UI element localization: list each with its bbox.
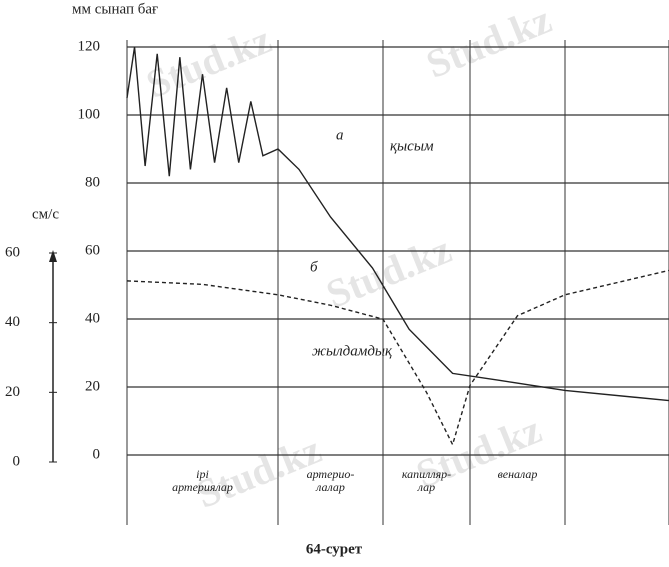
annotation: а bbox=[336, 127, 344, 143]
series-label: қысым bbox=[390, 138, 434, 154]
y2-tick-label: 40 bbox=[5, 314, 20, 330]
y-tick-label: 100 bbox=[78, 106, 101, 122]
y-tick-label: 20 bbox=[85, 378, 100, 394]
watermark: Stud.kz bbox=[420, 0, 557, 87]
y2-tick-label: 60 bbox=[5, 244, 20, 260]
y2-arrow bbox=[49, 250, 57, 262]
series-line bbox=[126, 46, 669, 402]
category-label: ірі артериялар bbox=[172, 467, 233, 494]
y-tick-label: 0 bbox=[93, 446, 101, 462]
y-tick-label: 120 bbox=[78, 38, 101, 54]
series-label: жылдамдық bbox=[312, 343, 393, 359]
caption: 64-сурет bbox=[306, 541, 363, 557]
category-label: капилляр- лар bbox=[401, 467, 452, 494]
series-line bbox=[126, 269, 669, 447]
y2-axis-label: см/с bbox=[32, 206, 59, 222]
category-label: артерио- лалар bbox=[306, 467, 355, 494]
y-tick-label: 80 bbox=[85, 174, 100, 190]
y-tick-label: 40 bbox=[85, 310, 100, 326]
y2-tick-label: 20 bbox=[5, 384, 20, 400]
y2-tick-label: 0 bbox=[13, 453, 21, 469]
watermark: Stud.kz bbox=[320, 226, 457, 316]
y-axis-label: мм сынап бағ bbox=[72, 1, 158, 17]
category-label: веналар bbox=[497, 467, 538, 481]
annotation: б bbox=[310, 259, 318, 275]
y-tick-label: 60 bbox=[85, 242, 100, 258]
